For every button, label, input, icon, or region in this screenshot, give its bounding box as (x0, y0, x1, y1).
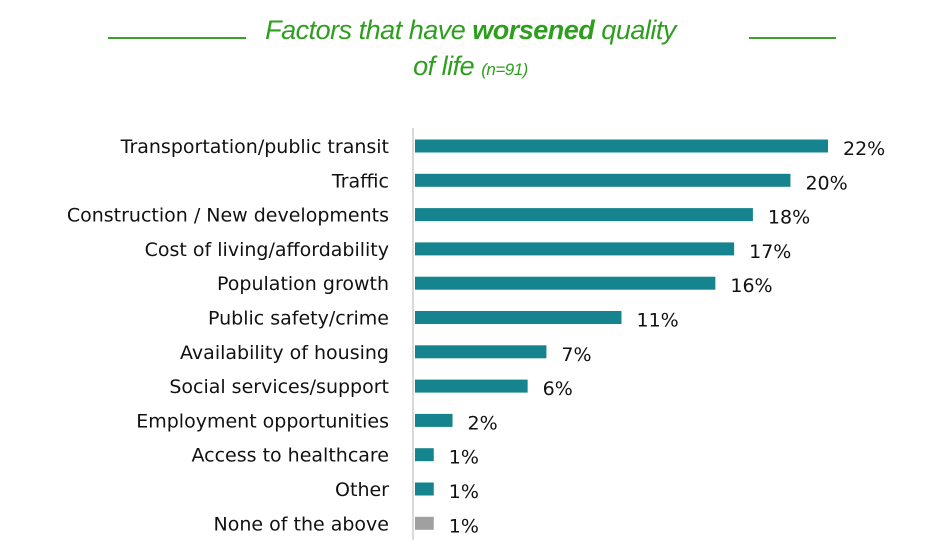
value-label: 22% (843, 138, 885, 160)
bar (415, 208, 753, 222)
category-labels: Transportation/public transit Traffic Cons… (67, 136, 389, 535)
category-label: Social services/support (169, 376, 389, 398)
value-labels: 22% 20% 18% 17% 16% 11% 7% 6% 2% 1% 1% 1% (449, 138, 885, 537)
category-label: Availability of housing (180, 342, 389, 364)
category-label: None of the above (214, 513, 389, 535)
category-label: Population growth (217, 273, 389, 295)
title-suffix: quality (594, 15, 676, 45)
bar (415, 139, 828, 153)
bar (415, 482, 434, 496)
category-label: Cost of living/affordability (145, 239, 389, 261)
chart-title: Factors that have worsened quality of li… (0, 12, 941, 88)
bar (415, 413, 453, 427)
value-label: 1% (449, 515, 479, 537)
title-emphasis: worsened (472, 15, 595, 45)
value-label: 2% (468, 412, 498, 434)
bar (415, 242, 735, 256)
sample-size: (n=91) (481, 60, 528, 79)
value-label: 17% (749, 241, 791, 263)
bar (415, 345, 547, 359)
category-label: Transportation/public transit (120, 136, 389, 158)
bar (415, 276, 716, 290)
value-label: 6% (543, 378, 573, 400)
title-line2: of life (413, 51, 475, 81)
category-label: Public safety/crime (208, 308, 389, 330)
category-label: Employment opportunities (136, 410, 389, 432)
title-rule-left (108, 37, 246, 39)
title-prefix: Factors that have (265, 15, 473, 45)
bar (415, 448, 434, 462)
bar (415, 516, 434, 530)
value-label: 16% (730, 275, 772, 297)
value-label: 7% (561, 344, 591, 366)
category-label: Access to healthcare (191, 445, 389, 467)
bar (415, 311, 622, 324)
title-rule-right (749, 37, 836, 39)
category-label: Construction / New developments (67, 205, 389, 227)
category-label: Other (335, 479, 389, 501)
value-label: 20% (805, 172, 847, 194)
category-label: Traffic (331, 170, 389, 192)
bar (415, 379, 528, 393)
value-label: 18% (768, 207, 810, 229)
bar (415, 173, 791, 187)
value-label: 1% (449, 481, 479, 503)
value-label: 11% (637, 310, 679, 332)
bars (415, 139, 828, 530)
value-label: 1% (449, 447, 479, 469)
